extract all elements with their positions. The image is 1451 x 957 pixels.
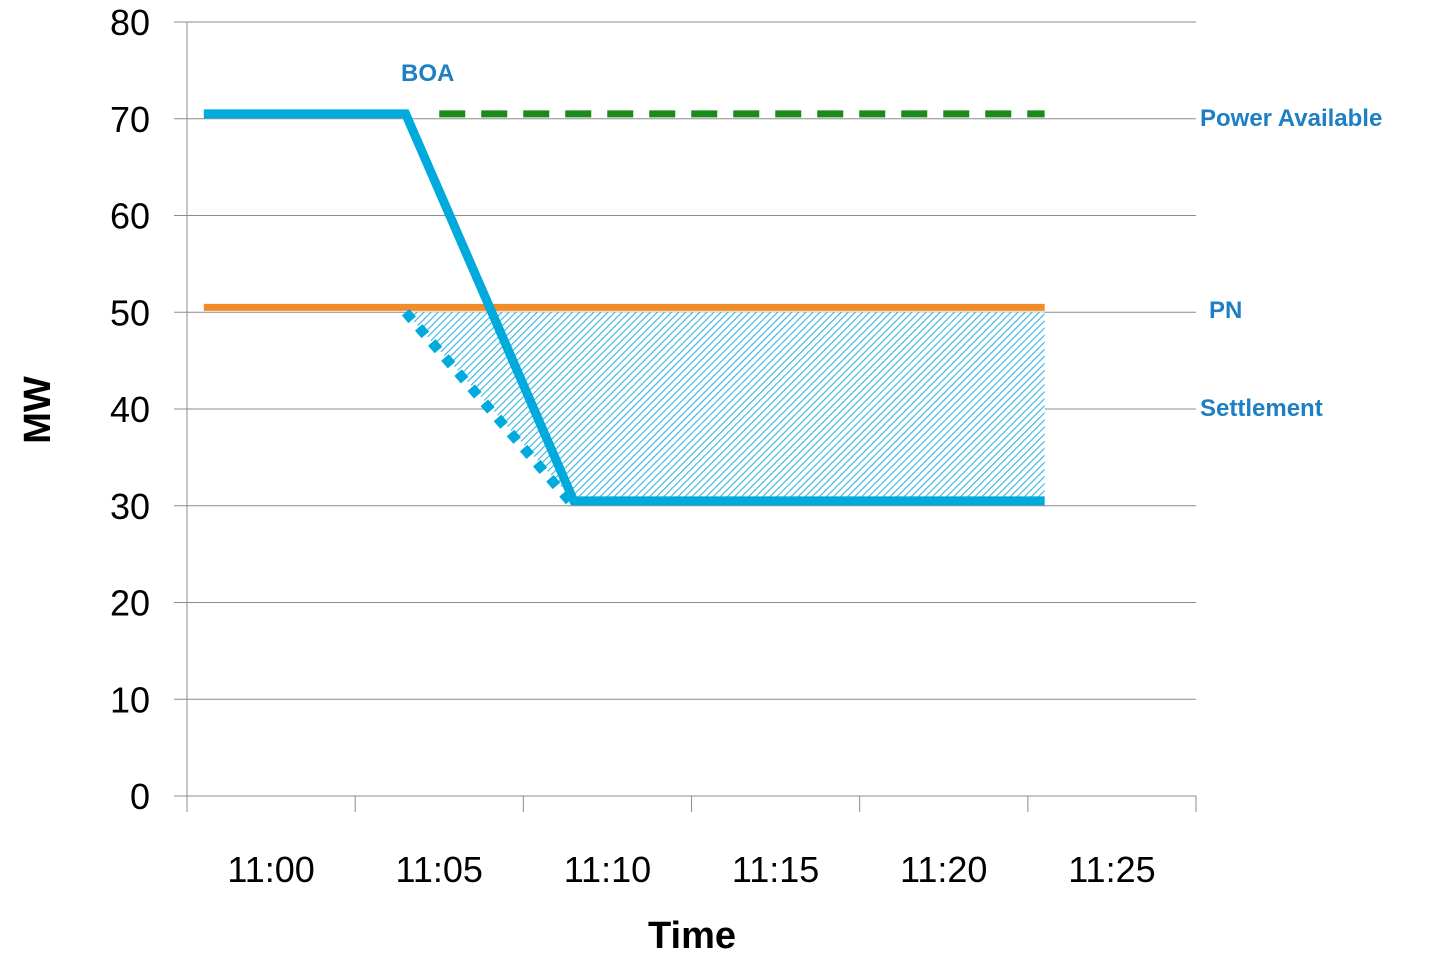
labels: Time MW BOA Power Available PN Settlemen… (17, 60, 1382, 957)
y-axis-title: MW (17, 376, 59, 444)
y-tick-label-40: 40 (110, 389, 150, 430)
x-tick-label-11-15: 11:15 (732, 849, 819, 890)
annotation-boa: BOA (401, 60, 454, 87)
annotation-settlement: Settlement (1200, 395, 1323, 422)
y-tick-label-70: 70 (110, 99, 150, 140)
y-tick-label-10: 10 (110, 679, 150, 720)
x-tick-label-11-10: 11:10 (564, 849, 651, 890)
settlement-area (405, 312, 1045, 501)
x-tick-label-11-25: 11:25 (1068, 849, 1155, 890)
annotation-power-available: Power Available (1200, 105, 1382, 132)
y-tick-label-30: 30 (110, 486, 150, 527)
series (203, 109, 1045, 510)
x-tick-label-11-20: 11:20 (900, 849, 987, 890)
series-settlement-line (401, 308, 578, 510)
y-tick-label-60: 60 (110, 196, 150, 237)
settlement-hatched-area (405, 312, 1045, 501)
series-boa-line (203, 109, 1045, 506)
x-tick-label-11-05: 11:05 (396, 849, 483, 890)
y-tick-label-50: 50 (110, 292, 150, 333)
y-tick-label-80: 80 (110, 2, 150, 43)
y-tick-label-20: 20 (110, 583, 150, 624)
y-tick-label-0: 0 (130, 776, 150, 817)
x-axis-title: Time (648, 915, 736, 957)
axes: 0 10 20 30 40 50 60 70 80 11:00 11:05 11:10 11:15 11:… (110, 2, 1197, 890)
x-tick-label-11-00: 11:00 (227, 849, 314, 890)
annotation-pn: PN (1209, 297, 1242, 324)
